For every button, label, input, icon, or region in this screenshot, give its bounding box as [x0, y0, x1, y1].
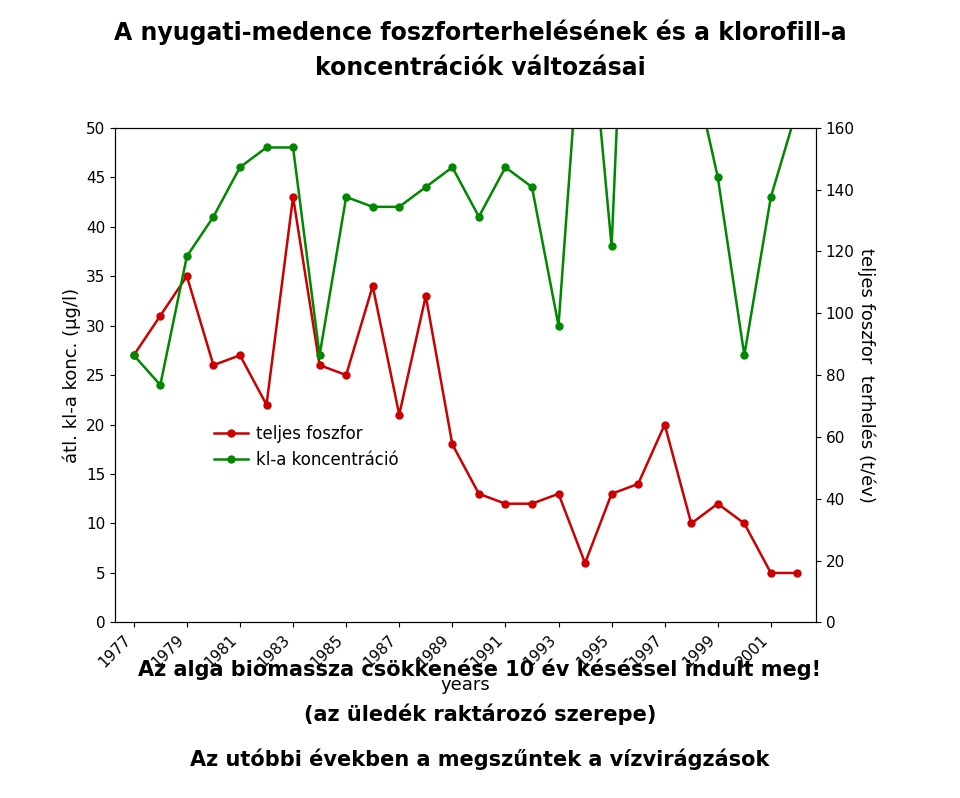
- teljes foszfor: [659, 420, 670, 429]
- teljes foszfor: [553, 489, 564, 499]
- Text: Az utóbbi években a megszűntek a vízvirágzások: Az utóbbi években a megszűntek a vízvirá…: [190, 749, 770, 770]
- Text: (az üledék raktározó szerepe): (az üledék raktározó szerepe): [303, 704, 657, 725]
- kl-a koncentráció: [499, 163, 511, 172]
- Text: Az alga biomassza csökkenése 10 év késéssel indult meg!: Az alga biomassza csökkenése 10 év késés…: [138, 658, 822, 680]
- teljes foszfor: [128, 350, 139, 360]
- teljes foszfor: [287, 192, 299, 202]
- kl-a koncentráció: [367, 202, 378, 211]
- teljes foszfor: [341, 370, 352, 380]
- Line: teljes foszfor: teljes foszfor: [131, 193, 801, 576]
- kl-a koncentráció: [685, 53, 697, 63]
- teljes foszfor: [234, 350, 246, 360]
- teljes foszfor: [394, 410, 405, 420]
- teljes foszfor: [261, 400, 273, 409]
- kl-a koncentráció: [155, 380, 166, 389]
- teljes foszfor: [526, 499, 538, 508]
- teljes foszfor: [499, 499, 511, 508]
- kl-a koncentráció: [341, 192, 352, 202]
- kl-a koncentráció: [234, 163, 246, 172]
- teljes foszfor: [712, 499, 724, 508]
- kl-a koncentráció: [738, 350, 750, 360]
- teljes foszfor: [633, 479, 644, 488]
- kl-a koncentráció: [181, 251, 193, 261]
- kl-a koncentráció: [394, 202, 405, 211]
- kl-a koncentráció: [128, 350, 139, 360]
- kl-a koncentráció: [207, 212, 219, 222]
- teljes foszfor: [792, 568, 804, 578]
- teljes foszfor: [606, 489, 617, 499]
- kl-a koncentráció: [606, 242, 617, 251]
- kl-a koncentráció: [792, 103, 804, 113]
- teljes foszfor: [420, 291, 432, 301]
- kl-a koncentráció: [287, 143, 299, 152]
- kl-a koncentráció: [712, 172, 724, 182]
- teljes foszfor: [765, 568, 777, 578]
- teljes foszfor: [155, 311, 166, 321]
- teljes foszfor: [446, 440, 458, 449]
- teljes foszfor: [685, 519, 697, 528]
- Y-axis label: teljes foszfor  terhelés (t/év): teljes foszfor terhelés (t/év): [857, 247, 876, 503]
- Line: kl-a koncentráció: kl-a koncentráció: [131, 0, 801, 389]
- kl-a koncentráció: [420, 182, 432, 192]
- kl-a koncentráció: [765, 192, 777, 202]
- Y-axis label: átl. kl-a konc. (µg/l): átl. kl-a konc. (µg/l): [62, 287, 81, 463]
- kl-a koncentráció: [314, 350, 325, 360]
- kl-a koncentráció: [446, 163, 458, 172]
- kl-a koncentráció: [526, 182, 538, 192]
- kl-a koncentráció: [261, 143, 273, 152]
- teljes foszfor: [579, 559, 590, 568]
- teljes foszfor: [473, 489, 485, 499]
- X-axis label: years: years: [441, 676, 491, 693]
- kl-a koncentráció: [553, 321, 564, 330]
- Text: A nyugati-medence foszforterhelésének és a klorofill-a: A nyugati-medence foszforterhelésének és…: [113, 20, 847, 45]
- teljes foszfor: [207, 361, 219, 370]
- teljes foszfor: [738, 519, 750, 528]
- Legend: teljes foszfor, kl-a koncentráció: teljes foszfor, kl-a koncentráció: [207, 418, 405, 476]
- teljes foszfor: [367, 281, 378, 290]
- kl-a koncentráció: [473, 212, 485, 222]
- Text: koncentrációk változásai: koncentrációk változásai: [315, 56, 645, 80]
- teljes foszfor: [181, 271, 193, 281]
- teljes foszfor: [314, 361, 325, 370]
